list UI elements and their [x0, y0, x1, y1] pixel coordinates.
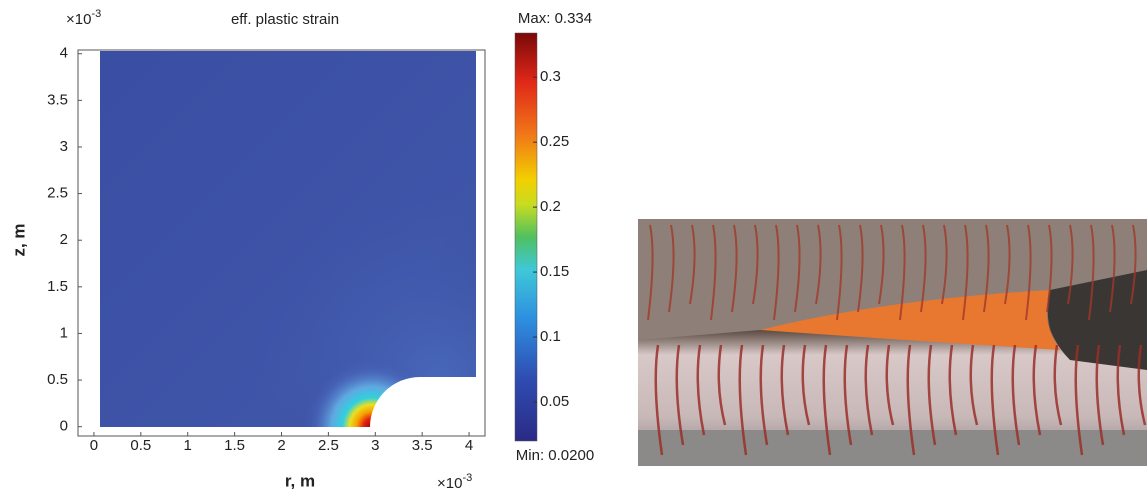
chart-title: eff. plastic strain	[231, 11, 339, 28]
x-axis-label: r, m	[285, 471, 315, 490]
y-tick-label: 1.5	[47, 278, 68, 295]
x-tick-label: 2.5	[318, 437, 339, 454]
axis-multiplier: ×10-3	[66, 8, 101, 28]
x-tick-label: 3.5	[412, 437, 433, 454]
y-tick-label: 2	[60, 231, 68, 248]
photo-groove	[822, 344, 832, 456]
colorbar-max-label: Max: 0.334	[518, 10, 592, 27]
colorbar-tick-label: 0.05	[540, 393, 569, 410]
y-tick-label: 1	[60, 324, 68, 341]
photo-groove	[857, 224, 864, 313]
x-tick-label: 4	[465, 437, 473, 454]
photo-groove	[885, 344, 895, 426]
colorbar-tick-label: 0.1	[540, 328, 561, 345]
photo-groove	[906, 344, 916, 456]
photo-groove	[1074, 344, 1084, 456]
x-tick-label: 0	[90, 437, 98, 454]
photo-groove	[941, 224, 948, 305]
colorbar-tick-label: 0.25	[540, 133, 569, 150]
photo-groove	[962, 224, 969, 321]
multiplier-base: ×10	[66, 11, 91, 28]
x-tick-label: 3	[371, 437, 379, 454]
photo-groove	[668, 224, 675, 313]
photo-groove	[654, 344, 664, 456]
photo-groove	[1088, 224, 1095, 321]
photo-groove	[689, 224, 696, 305]
photo-groove	[1053, 344, 1063, 426]
photo-groove	[1046, 224, 1053, 313]
y-tick-label: 0.5	[47, 371, 68, 388]
photo-groove	[1025, 224, 1032, 321]
photo-groove	[920, 224, 927, 313]
y-tick-label: 0	[60, 418, 68, 435]
x-tick-label: 1	[184, 437, 192, 454]
plot-area	[77, 49, 486, 437]
photo-groove	[948, 344, 958, 436]
photo-groove	[731, 224, 738, 313]
photo-groove	[843, 344, 853, 446]
photo-groove	[647, 224, 654, 321]
photo-groove	[710, 224, 717, 321]
photo-groove	[738, 344, 748, 456]
multiplier-base: ×10	[437, 475, 462, 492]
photo-groove	[752, 224, 759, 305]
photo-groove	[927, 344, 937, 446]
axis-multiplier: ×10-3	[437, 472, 472, 492]
photo-groove	[773, 224, 780, 321]
y-tick-label: 2.5	[47, 185, 68, 202]
colorbar-tick-label: 0.2	[540, 198, 561, 215]
x-tick-label: 2	[277, 437, 285, 454]
photo-groove	[1067, 224, 1074, 305]
photo-groove	[1011, 344, 1021, 446]
photo-groove	[899, 224, 906, 321]
colorbar-min-label: Min: 0.0200	[516, 447, 594, 464]
photo-groove	[1116, 344, 1126, 436]
colorbar-tick-label: 0.15	[540, 263, 569, 280]
photo-groove	[878, 224, 885, 305]
y-tick-label: 3	[60, 138, 68, 155]
photo	[638, 219, 1147, 466]
photo-groove	[836, 224, 843, 321]
photo-groove	[696, 344, 706, 436]
photo-groove	[1109, 224, 1116, 313]
multiplier-exponent: -3	[91, 8, 101, 20]
photo-groove	[1137, 344, 1147, 426]
photo-groove	[983, 224, 990, 313]
photo-groove	[1032, 344, 1042, 436]
x-tick-label: 1.5	[224, 437, 245, 454]
y-tick-label: 4	[60, 45, 68, 62]
photo-groove	[759, 344, 769, 446]
photo-groove	[801, 344, 811, 426]
photo-groove	[1004, 224, 1011, 305]
colorbar	[514, 32, 538, 442]
photo-groove	[990, 344, 1000, 456]
photo-groove	[864, 344, 874, 436]
photo-groove	[675, 344, 685, 446]
photo-groove	[794, 224, 801, 313]
photo-groove	[1130, 224, 1137, 305]
colorbar-tick-label: 0.3	[540, 68, 561, 85]
notch	[370, 377, 477, 428]
photo-groove	[815, 224, 822, 305]
multiplier-exponent: -3	[462, 472, 472, 484]
photo-groove	[969, 344, 979, 426]
y-tick-label: 3.5	[47, 91, 68, 108]
photo-groove	[717, 344, 727, 426]
photo-groove	[1095, 344, 1105, 446]
photo-groove	[780, 344, 790, 436]
x-tick-label: 0.5	[130, 437, 151, 454]
y-axis-label: z, m	[9, 223, 28, 256]
